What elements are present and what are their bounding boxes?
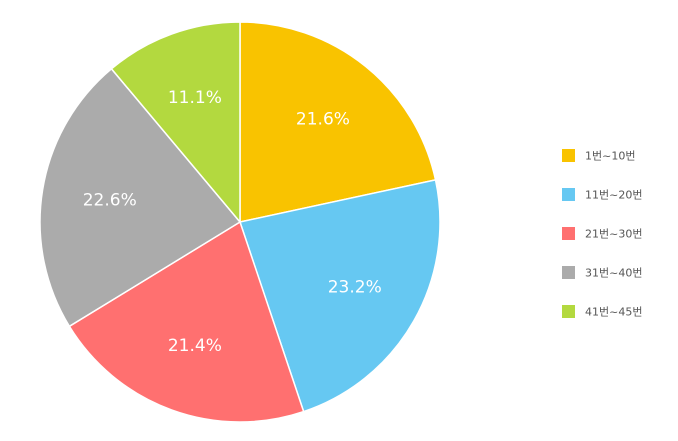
pie-slice-4 [39,67,242,328]
legend-swatch-2 [562,188,575,201]
pie-slice-1 [239,21,437,223]
legend-label-5: 41번~45번 [585,306,642,319]
legend-swatch-5 [562,305,575,318]
slice-label-5: 11.1% [168,88,222,108]
legend-swatch-1 [562,149,575,162]
legend-label-1: 1번~10번 [585,150,635,163]
slice-labels: 21.6% 23.2% 21.4% 22.6% 11.1% [83,88,382,356]
legend: 1번~10번 11번~20번 21번~30번 31번~40번 41번~45번 [562,149,642,319]
pie-slice-3 [68,220,305,423]
pie-slices [39,21,441,423]
slice-label-4: 22.6% [83,191,137,211]
slice-label-2: 23.2% [328,277,382,297]
pie-slice-5 [110,21,241,225]
legend-swatch-3 [562,227,575,240]
legend-label-4: 31번~40번 [585,267,642,280]
legend-label-2: 11번~20번 [585,189,642,202]
legend-label-3: 21번~30번 [585,228,642,241]
pie-slice-2 [239,178,441,413]
legend-swatch-4 [562,266,575,279]
slice-label-3: 21.4% [168,336,222,356]
slice-label-1: 21.6% [296,109,350,129]
